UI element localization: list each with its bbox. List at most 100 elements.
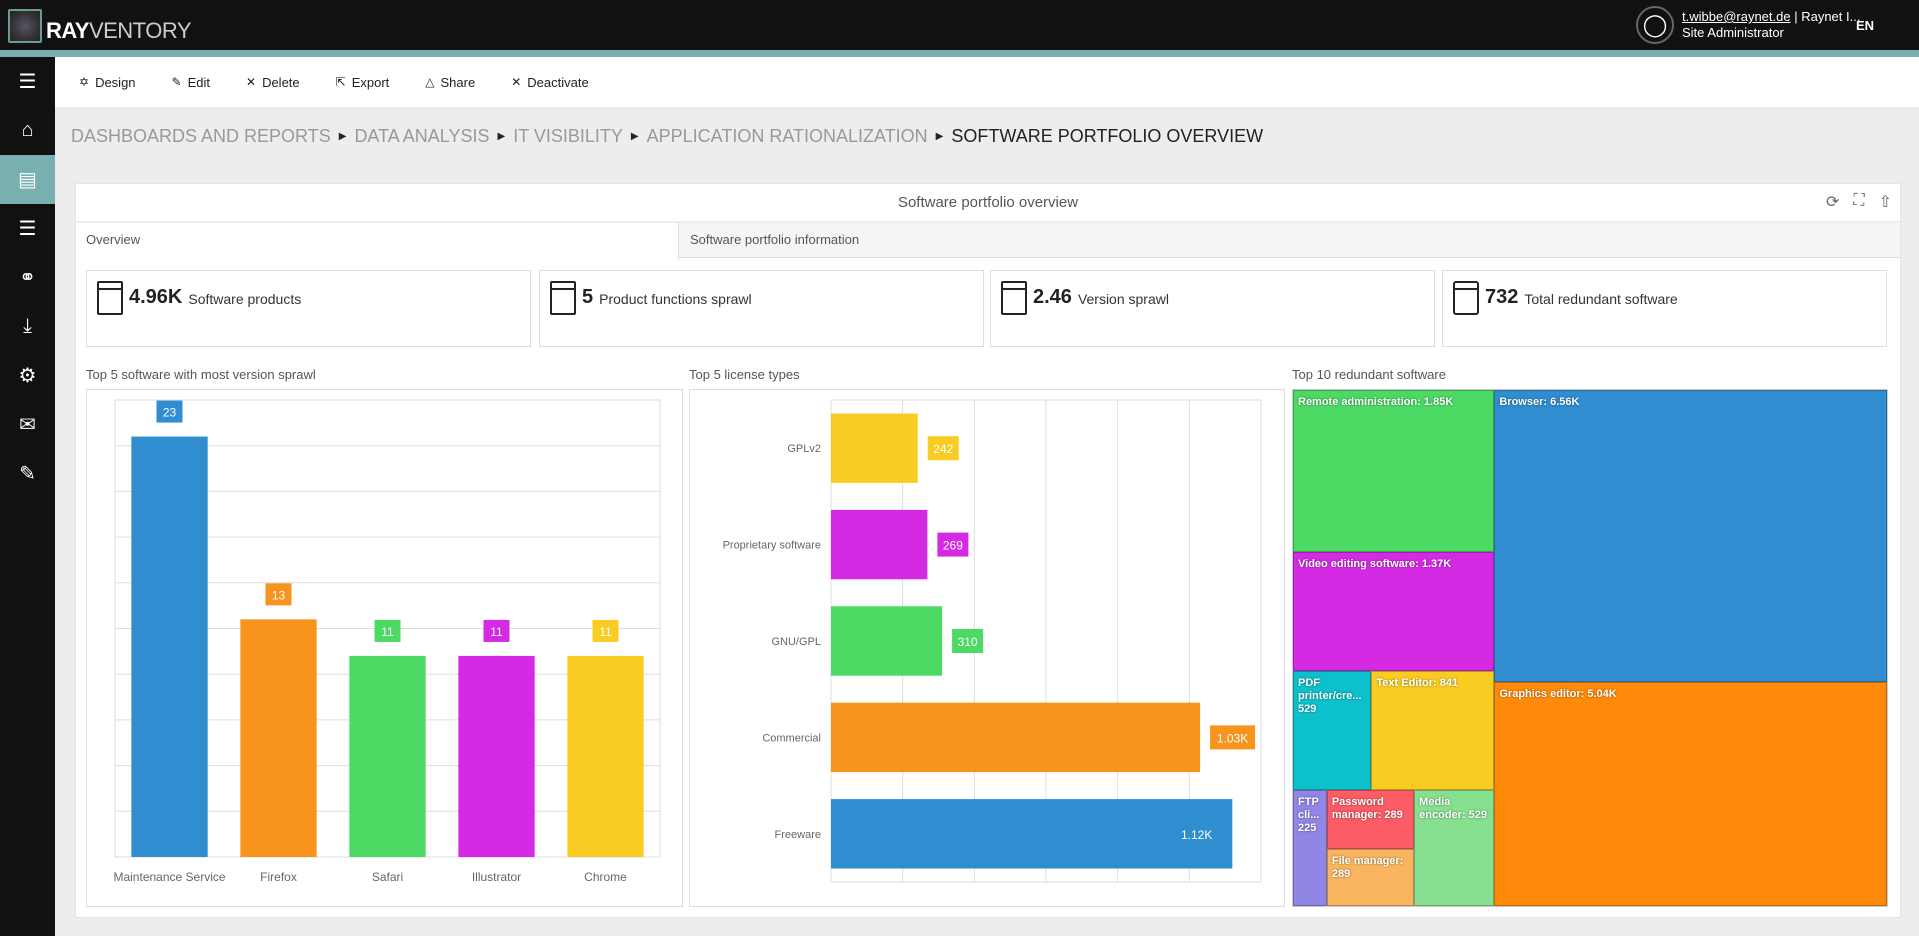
treemap-cell-media-encoder[interactable]: Media encoder: 529 (1414, 790, 1495, 906)
kpi-total-redundant-software[interactable]: 732 Total redundant software (1442, 270, 1887, 347)
report-edit-icon[interactable]: ✎ (19, 463, 36, 485)
box-icon (550, 281, 576, 315)
user-menu[interactable]: ◯ t.wibbe@raynet.de | Raynet I... Site A… (1636, 6, 1860, 44)
kpi-label: Version sprawl (1077, 291, 1169, 307)
treemap-label: Text Editor: 841 (1376, 677, 1459, 690)
share-export-icon[interactable]: ⇧ (1878, 194, 1892, 211)
kpi-software-products[interactable]: 4.96K Software products (86, 270, 531, 347)
kpi-value: 732 (1485, 286, 1519, 308)
y-tick-label: Freeware (775, 829, 821, 841)
user-settings-icon[interactable]: ⚙ (18, 365, 37, 387)
data-label: 11 (599, 625, 612, 639)
kpi-label: Total redundant software (1524, 291, 1678, 307)
user-email-link[interactable]: t.wibbe@raynet.de (1682, 9, 1791, 24)
data-label: 1.03K (1217, 731, 1248, 745)
bar-illustrator (458, 655, 535, 857)
x-tick-label: Illustrator (472, 870, 521, 884)
delete-button[interactable]: ✕ Delete (246, 75, 300, 90)
version-sprawl-bar-chart: 23 Maintenance Service 13 Firefox 11 Safari 11… (113, 399, 661, 884)
x-tick-label: Safari (372, 870, 403, 884)
mail-icon[interactable]: ✉ (19, 414, 36, 436)
share-button[interactable]: △ Share (425, 75, 475, 90)
download-icon[interactable]: ⤓ (23, 315, 32, 337)
x-tick-label: Firefox (260, 870, 297, 884)
connections-icon[interactable]: ⚭ (19, 267, 36, 289)
y-tick-label: Commercial (762, 732, 821, 744)
breadcrumb-it-visibility[interactable]: IT VISIBILITY (513, 126, 623, 146)
bar-maintenance-service (131, 436, 208, 857)
data-label: 11 (381, 625, 394, 639)
treemap-label: Password manager: 289 (1331, 796, 1403, 822)
top-bar: RAYVENTORY ◯ t.wibbe@raynet.de | Raynet … (0, 0, 1919, 50)
breadcrumb-data-analysis[interactable]: DATA ANALYSIS (354, 126, 490, 146)
breadcrumb-app-rationalization[interactable]: APPLICATION RATIONALIZATION (646, 126, 928, 146)
treemap-label: Remote administration: 1.85K (1298, 396, 1454, 408)
bar-gnu-gpl (831, 606, 943, 676)
box-icon (1001, 281, 1027, 315)
redundant-software-treemap: Remote administration: 1.85K Video editin… (1292, 389, 1888, 907)
treemap-cell-password-manager[interactable]: Password manager: 289 (1326, 790, 1415, 850)
kpi-product-functions-sprawl[interactable]: 5 Product functions sprawl (539, 270, 984, 347)
pencil-icon: ✎ (171, 75, 182, 89)
menu-icon[interactable]: ☰ (18, 71, 37, 93)
treemap-label: File manager: 289 (1331, 855, 1404, 881)
treemap-label: PDF printer/cre... 529 (1298, 677, 1362, 716)
edit-button[interactable]: ✎ Edit (172, 75, 210, 90)
data-label: 310 (958, 635, 978, 649)
toolbar: ✡ Design ✎ Edit ✕ Delete ⇱ Export △ Share ✕ De… (55, 57, 1919, 107)
treemap-cell-remote-administration[interactable]: Remote administration: 1.85K (1293, 390, 1495, 553)
breadcrumb-separator-icon: ▶ (935, 131, 944, 142)
rayventory-logo[interactable]: RAYVENTORY (8, 8, 192, 44)
tab-software-portfolio-information[interactable]: Software portfolio information (690, 232, 860, 247)
treemap-cell-text-editor[interactable]: Text Editor: 841 (1371, 671, 1495, 791)
user-org: | Raynet I... (1790, 9, 1861, 24)
list-icon[interactable]: ☰ (18, 218, 37, 240)
version-sprawl-chart-panel: 23 Maintenance Service 13 Firefox 11 Safari 11… (86, 389, 683, 907)
data-label: 23 (163, 406, 177, 420)
export-icon: ⇱ (335, 75, 346, 89)
breadcrumb-dashboards[interactable]: DASHBOARDS AND REPORTS (71, 126, 331, 146)
kpi-label: Product functions sprawl (599, 291, 752, 307)
treemap-cell-pdf-printer-creator[interactable]: PDF printer/cre... 529 (1293, 671, 1372, 791)
bar-firefox (240, 619, 317, 857)
kpi-version-sprawl[interactable]: 2.46 Version sprawl (990, 270, 1435, 347)
y-tick-label: GPLv2 (787, 443, 821, 455)
home-icon[interactable]: ⌂ (21, 119, 34, 141)
license-types-bar-chart: 242 GPLv2 269 Proprietary software 310 GNU/GP… (723, 399, 1262, 883)
bar-freeware (831, 799, 1233, 869)
data-label-bg (952, 629, 984, 653)
chart-title-redundant-software: Top 10 redundant software (1292, 367, 1446, 382)
tab-overview[interactable]: Overview (76, 223, 679, 260)
radar-logo-icon (8, 9, 42, 43)
breadcrumb-current: SOFTWARE PORTFOLIO OVERVIEW (951, 126, 1264, 146)
deactivate-button[interactable]: ✕ Deactivate (511, 75, 588, 90)
dashboard-icon[interactable]: ▤ (0, 155, 55, 204)
treemap-cell-browser[interactable]: Browser: 6.56K (1494, 390, 1887, 683)
export-label: Export (351, 74, 390, 90)
panel-title: Software portfolio overview (897, 194, 1079, 211)
treemap-label: Graphics editor: 5.04K (1499, 688, 1617, 701)
data-label: 269 (943, 539, 963, 553)
logo-text: RAYVENTORY (46, 18, 192, 43)
bar-commercial (831, 702, 1201, 773)
design-icon: ✡ (79, 75, 90, 89)
export-button[interactable]: ⇱ Export (336, 75, 390, 90)
bar-chrome (567, 655, 644, 857)
refresh-icon[interactable]: ⟳ (1825, 194, 1840, 211)
treemap-cell-ftp-client[interactable]: FTP cli... 225 (1293, 790, 1327, 906)
language-selector[interactable]: EN (1856, 18, 1875, 33)
checkbox-copy-icon (1453, 281, 1479, 315)
treemap-cell-graphics-editor[interactable]: Graphics editor: 5.04K (1494, 682, 1887, 906)
kpi-value: 2.46 (1033, 286, 1072, 308)
breadcrumb-separator-icon: ▶ (630, 131, 639, 142)
data-label-bg (265, 583, 292, 606)
chart-title-license-types: Top 5 license types (689, 367, 800, 382)
design-button[interactable]: ✡ Design (79, 75, 136, 90)
data-label-bg (156, 400, 183, 423)
bar-gplv2 (831, 413, 918, 483)
data-label: 1.12K (1181, 828, 1212, 842)
treemap-cell-video-editing-software[interactable]: Video editing software: 1.37K (1293, 552, 1495, 672)
treemap-cell-file-manager[interactable]: File manager: 289 (1326, 849, 1415, 906)
fullscreen-icon[interactable]: ⛶ (1853, 192, 1865, 209)
treemap-label: Browser: 6.56K (1499, 396, 1580, 408)
